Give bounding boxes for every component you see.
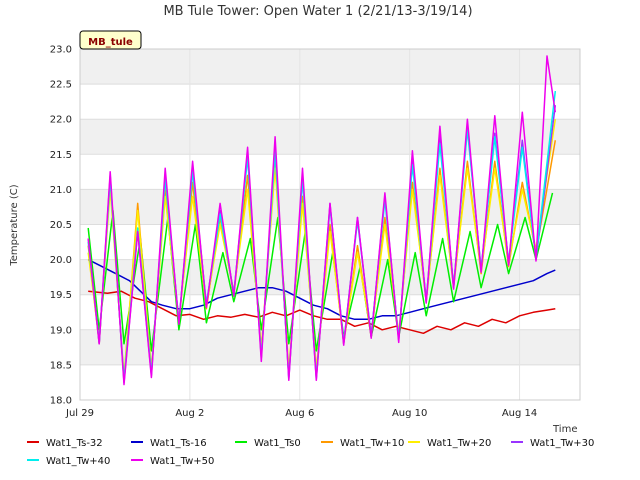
grid-band xyxy=(80,119,580,155)
legend-label: Wat1_Tw+40 xyxy=(46,456,110,467)
y-tick-label: 18.5 xyxy=(50,360,72,371)
y-tick-label: 19.5 xyxy=(50,290,72,301)
badge: MB_tule xyxy=(79,30,142,50)
series-line-wat1-ts-32 xyxy=(88,290,556,335)
legend-label: Wat1_Tw+30 xyxy=(530,438,594,449)
y-tick-label: 22.5 xyxy=(50,80,72,91)
badge-box xyxy=(79,30,142,50)
legend-label: Wat1_Ts-16 xyxy=(150,438,207,449)
y-tick-label: 20.0 xyxy=(50,255,72,266)
y-tick-label: 21.5 xyxy=(50,150,72,161)
x-tick-label: Aug 14 xyxy=(502,408,537,419)
y-tick-label: 19.0 xyxy=(50,325,72,336)
x-tick-label: Jul 29 xyxy=(65,408,94,419)
y-tick-label: 18.0 xyxy=(50,396,72,407)
x-tick-label: Aug 6 xyxy=(285,408,314,419)
x-tick-label: Aug 2 xyxy=(175,408,204,419)
series-line-wat1-ts-16 xyxy=(87,258,556,321)
series-line-wat1-ts0 xyxy=(87,192,554,352)
y-tick-label: 23.0 xyxy=(50,45,72,56)
badge-label: MB_tule xyxy=(88,37,133,48)
x-tick-label: Aug 10 xyxy=(392,408,427,419)
grid-band xyxy=(80,329,580,365)
legend-label: Wat1_Tw+10 xyxy=(340,438,404,449)
x-axis-label: Time xyxy=(552,424,577,435)
series-line-wat1-tw-50 xyxy=(87,55,557,386)
y-tick-label: 20.5 xyxy=(50,220,72,231)
plot-border xyxy=(79,48,581,401)
plot-area: 18.0 18.5 19.0 19.5 20.0 20.5 21.0 21.5 22.0 22.5… xyxy=(50,45,581,419)
y-axis-label: Temperature (C) xyxy=(9,184,20,266)
legend: Wat1_Ts-32 Wat1_Ts-16 Wat1_Ts0 Wat1_Tw+10 Wa… xyxy=(27,438,594,467)
legend-label: Wat1_Tw+20 xyxy=(427,438,491,449)
chart-title: MB Tule Tower: Open Water 1 (2/21/13-3/1… xyxy=(163,4,472,19)
legend-label: Wat1_Tw+50 xyxy=(150,456,214,467)
y-tick-label: 22.0 xyxy=(50,115,72,126)
legend-label: Wat1_Ts-32 xyxy=(46,438,103,449)
legend-label: Wat1_Ts0 xyxy=(254,438,301,449)
grid-band xyxy=(80,49,580,85)
y-tick-label: 21.0 xyxy=(50,185,72,196)
